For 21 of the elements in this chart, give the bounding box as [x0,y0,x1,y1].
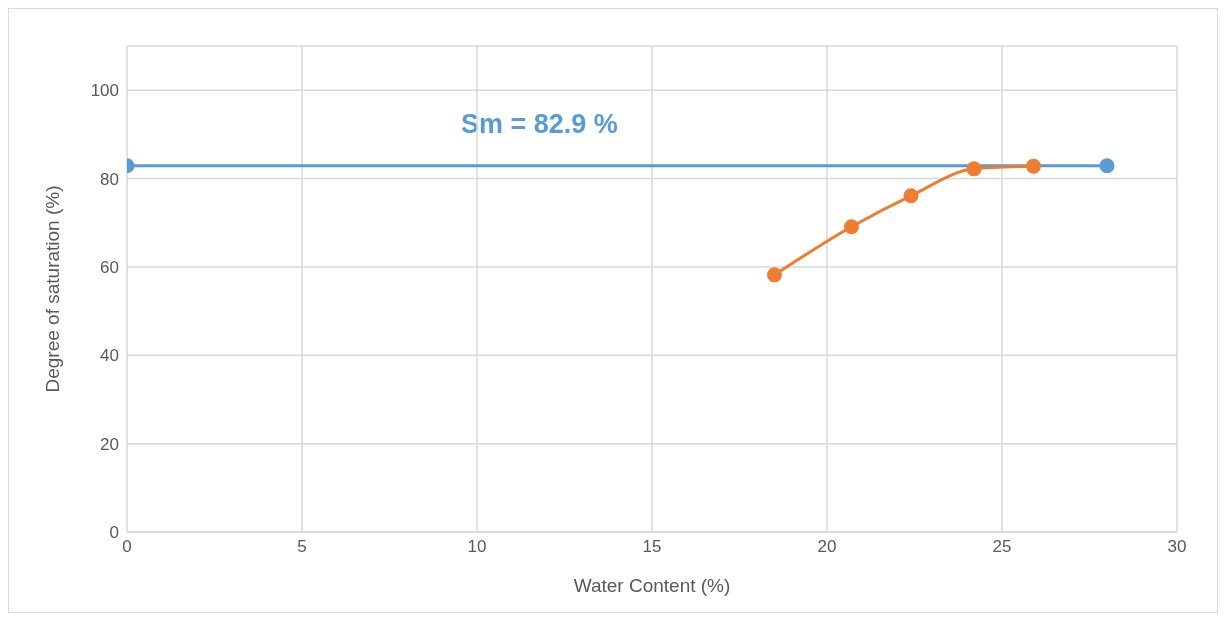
y-tick-label: 60 [100,257,119,277]
x-tick-label: 5 [297,537,307,557]
point [966,161,982,177]
y-axis-title: Degree of saturation (%) [41,185,63,393]
y-tick-label: 0 [109,523,119,543]
x-tick-label: 15 [642,537,662,557]
y-tick-label: 40 [100,346,119,366]
x-tick-label: 0 [122,537,132,557]
x-tick-label: 30 [1167,537,1187,557]
x-tick-label: 10 [467,537,487,557]
y-tick-label: 100 [90,81,119,101]
point [844,219,859,235]
point [903,188,919,204]
y-tick-label: 20 [100,434,119,454]
point [767,267,782,283]
y-tick-label: 80 [100,169,119,189]
point [1026,158,1041,174]
x-axis-title: Water Content (%) [573,575,731,596]
x-tick-label: 20 [817,537,837,557]
annotation: Sm = 82.9 % [461,109,618,140]
x-tick-label: 25 [992,537,1012,557]
